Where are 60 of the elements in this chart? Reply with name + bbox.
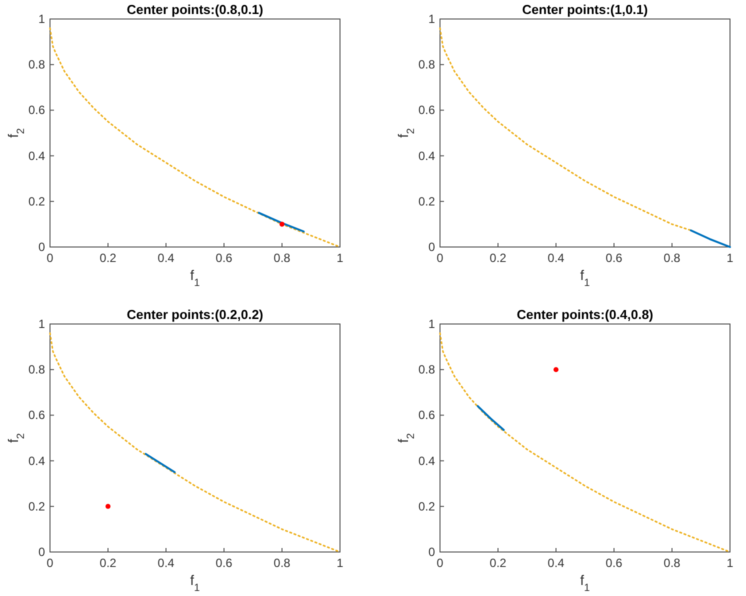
chart-title: Center points:(1,0.1) xyxy=(522,2,648,17)
y-tick-label: 0.6 xyxy=(28,408,46,422)
y-tick-label: 0 xyxy=(38,240,46,254)
y-tick-label: 1 xyxy=(428,12,436,26)
y-tick-label: 0.8 xyxy=(418,362,436,377)
y-tick-label: 0.6 xyxy=(28,103,46,118)
y-tick-label: 1 xyxy=(38,12,46,26)
y-tick-label: 0.4 xyxy=(418,454,436,468)
x-tick-label: 0.4 xyxy=(158,251,175,265)
y-tick-label: 1 xyxy=(38,317,46,331)
y-tick-label: 0 xyxy=(38,545,46,559)
line-series xyxy=(49,27,341,248)
x-tick-label: 0.2 xyxy=(100,251,117,265)
y-tick-label: 0.8 xyxy=(28,58,46,72)
line-series xyxy=(439,27,692,232)
x-tick-label: 0.6 xyxy=(606,251,623,265)
y-tick-label: 0.8 xyxy=(418,58,436,72)
x-tick-label: 1 xyxy=(726,251,734,265)
x-axis-title: f$_{1}$ xyxy=(190,572,200,594)
x-tick-label: 0 xyxy=(436,251,444,265)
x-tick-label: 1 xyxy=(336,556,344,570)
x-tick-label: 0.6 xyxy=(216,251,233,265)
y-tick-label: 0 xyxy=(428,545,436,559)
y-tick-label: 0.8 xyxy=(28,362,46,377)
x-tick-label: 0.2 xyxy=(490,251,507,265)
x-tick-label: 0 xyxy=(436,556,444,570)
y-tick-label: 0.4 xyxy=(28,148,46,163)
y-tick-label: 1 xyxy=(428,317,436,331)
x-axis-title: f$_{1}$ xyxy=(190,267,200,289)
x-tick-label: 0.6 xyxy=(216,556,233,570)
x-tick-label: 1 xyxy=(336,251,344,265)
chart-title: Center points:(0.2,0.2) xyxy=(126,307,264,322)
chart-title: Center points:(0.4,0.8) xyxy=(516,307,654,322)
y-tick-label: 0.2 xyxy=(418,194,436,208)
x-tick-label: 0.8 xyxy=(274,251,291,265)
x-tick-label: 0.2 xyxy=(490,556,507,570)
x-tick-label: 0.8 xyxy=(664,556,681,570)
x-tick-label: 0 xyxy=(46,251,54,265)
x-tick-label: 0.2 xyxy=(100,556,117,570)
x-tick-label: 0.4 xyxy=(158,556,175,570)
x-tick-label: 0.4 xyxy=(548,251,565,265)
x-tick-label: 0.8 xyxy=(274,556,291,570)
chart-title: Center points:(0.8,0.1) xyxy=(126,2,264,17)
line-series xyxy=(49,332,341,553)
line-series xyxy=(439,332,731,553)
y-tick-label: 0.6 xyxy=(418,408,436,422)
y-tick-label: 0.4 xyxy=(418,148,436,163)
x-tick-label: 1 xyxy=(726,556,734,570)
x-axis-title: f$_{1}$ xyxy=(580,572,590,594)
x-tick-label: 0 xyxy=(46,556,54,570)
y-tick-label: 0.6 xyxy=(418,103,436,118)
x-tick-label: 0.6 xyxy=(606,556,623,570)
x-tick-label: 0.8 xyxy=(664,251,681,265)
y-tick-label: 0.4 xyxy=(28,454,46,468)
y-tick-label: 0.2 xyxy=(418,499,436,514)
x-axis-title: f$_{1}$ xyxy=(580,267,590,289)
y-tick-label: 0 xyxy=(428,240,436,254)
x-tick-label: 0.4 xyxy=(548,556,565,570)
y-tick-label: 0.2 xyxy=(28,499,46,514)
y-tick-label: 0.2 xyxy=(28,194,46,208)
